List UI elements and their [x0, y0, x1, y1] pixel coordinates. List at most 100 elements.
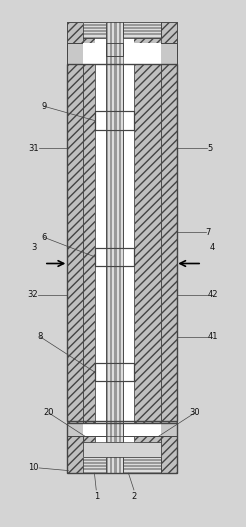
Bar: [83, 24, 106, 25]
Bar: [119, 423, 121, 436]
Bar: [112, 423, 114, 436]
Bar: [106, 457, 108, 473]
Bar: [112, 363, 114, 382]
Bar: [119, 64, 121, 421]
Bar: [161, 64, 177, 421]
Bar: [123, 457, 161, 459]
Bar: [161, 22, 177, 56]
Bar: [106, 43, 123, 64]
Bar: [117, 363, 119, 382]
Bar: [108, 363, 110, 382]
Bar: [95, 64, 106, 421]
Bar: [121, 43, 123, 64]
Bar: [112, 421, 114, 442]
Bar: [117, 43, 119, 56]
Bar: [134, 421, 161, 442]
Bar: [119, 22, 121, 56]
Bar: [83, 423, 161, 436]
Bar: [117, 248, 119, 266]
Bar: [123, 472, 161, 473]
Bar: [121, 43, 123, 56]
Bar: [106, 64, 108, 421]
Bar: [83, 469, 106, 470]
Bar: [108, 64, 110, 421]
Bar: [123, 421, 134, 442]
Bar: [112, 457, 114, 473]
Bar: [95, 112, 134, 130]
Bar: [112, 64, 114, 421]
Bar: [108, 248, 110, 266]
Bar: [83, 33, 106, 35]
Bar: [95, 421, 106, 442]
Bar: [106, 43, 108, 56]
Bar: [114, 43, 117, 56]
Bar: [83, 472, 106, 473]
Bar: [106, 363, 108, 382]
Bar: [83, 32, 106, 33]
Bar: [123, 470, 161, 472]
Bar: [123, 25, 161, 27]
Bar: [95, 38, 106, 56]
Bar: [119, 248, 121, 266]
Bar: [114, 64, 117, 421]
Bar: [123, 469, 161, 470]
Text: 6: 6: [41, 233, 47, 242]
Bar: [117, 457, 119, 473]
Bar: [106, 248, 123, 266]
Bar: [117, 22, 119, 56]
Text: 8: 8: [38, 333, 43, 341]
Bar: [83, 25, 106, 27]
Bar: [161, 436, 177, 473]
Bar: [106, 112, 123, 130]
Text: 5: 5: [207, 144, 212, 153]
Bar: [83, 43, 161, 64]
Bar: [67, 22, 177, 56]
Bar: [134, 64, 161, 421]
Bar: [123, 28, 161, 30]
Bar: [114, 457, 117, 473]
Bar: [123, 459, 161, 461]
Bar: [95, 248, 134, 266]
Bar: [110, 421, 112, 442]
Bar: [110, 112, 112, 130]
Bar: [123, 36, 161, 38]
Bar: [95, 248, 134, 266]
Bar: [67, 423, 177, 436]
Bar: [114, 423, 117, 436]
Bar: [110, 423, 112, 436]
Bar: [67, 436, 83, 473]
Text: 42: 42: [208, 290, 218, 299]
Text: 2: 2: [131, 492, 137, 501]
Bar: [121, 363, 123, 382]
Bar: [112, 248, 114, 266]
Bar: [108, 112, 110, 130]
Bar: [83, 470, 106, 472]
Bar: [106, 64, 123, 421]
Text: 31: 31: [29, 144, 39, 153]
Bar: [114, 421, 117, 442]
Bar: [123, 461, 161, 462]
Bar: [119, 43, 121, 56]
Bar: [83, 467, 106, 469]
Bar: [83, 461, 106, 462]
Bar: [123, 30, 161, 32]
Bar: [119, 43, 121, 64]
Text: 20: 20: [44, 408, 54, 417]
Bar: [110, 363, 112, 382]
Bar: [83, 462, 106, 464]
Bar: [123, 467, 161, 469]
Bar: [83, 30, 106, 32]
Bar: [123, 32, 161, 33]
Text: 41: 41: [208, 333, 218, 341]
Bar: [95, 363, 134, 382]
Bar: [83, 35, 106, 36]
Bar: [121, 64, 123, 421]
Text: 30: 30: [189, 408, 200, 417]
Bar: [83, 464, 106, 465]
Text: 7: 7: [206, 228, 211, 237]
Bar: [83, 457, 106, 473]
Bar: [83, 43, 161, 56]
Bar: [83, 459, 106, 461]
Bar: [121, 248, 123, 266]
Bar: [117, 64, 119, 421]
